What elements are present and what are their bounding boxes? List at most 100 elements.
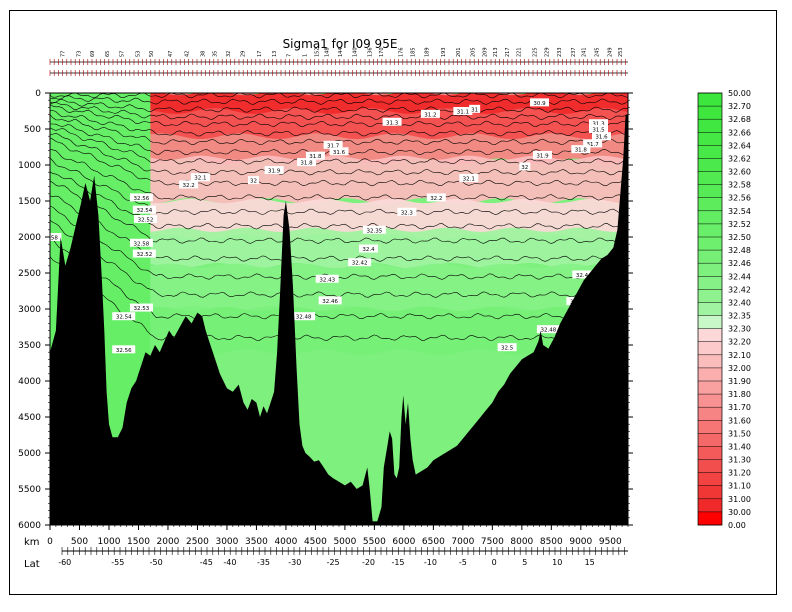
contour-label: 31.8	[297, 158, 317, 167]
colorbar-label: 32.46	[728, 259, 751, 268]
x-tick-label: 7000	[451, 537, 474, 547]
colorbar-label: 32.00	[728, 364, 751, 373]
x-tick-label: 5000	[333, 537, 356, 547]
colorbar-label: 32.54	[728, 207, 751, 216]
x-tick-label: 5500	[363, 537, 386, 547]
contour-label: 31.1	[453, 107, 473, 116]
contour-label-bg	[358, 244, 378, 253]
lat-tick-label: -60	[58, 558, 71, 567]
contour-label-text: 32.1	[463, 176, 475, 182]
contour-line	[50, 114, 628, 146]
contour-label-text: 32.1	[194, 176, 206, 182]
colorbar-swatch	[698, 328, 722, 343]
station-label: 241	[582, 47, 588, 57]
contour-label-bg	[519, 162, 531, 171]
colorbar-swatch	[698, 315, 722, 329]
colorbar-label: 32.70	[728, 102, 751, 111]
contour-label-text: 31.8	[300, 161, 313, 167]
station-label: 136	[367, 47, 373, 57]
colorbar-swatch	[698, 106, 722, 120]
contour-label-text: 32.56	[116, 348, 132, 354]
lat-tick-label: -45	[200, 558, 213, 567]
lat-tick-label: -15	[391, 558, 404, 567]
contour-label-text: 32.52	[136, 252, 152, 258]
x-tick-label: 6500	[422, 537, 445, 547]
contour-label-text: 32.56	[134, 196, 150, 202]
contour-label: 32.58	[129, 238, 153, 247]
seafloor	[50, 114, 628, 525]
lat-tick-label: -20	[362, 558, 375, 567]
colorbar-label: 32.50	[728, 233, 751, 242]
colorbar-label: 32.20	[728, 338, 751, 347]
x-tick-label: 1500	[127, 537, 150, 547]
station-label: 50	[149, 51, 155, 57]
station-label: 201	[456, 47, 462, 57]
station-label: 7	[287, 54, 293, 57]
contour-label: 32	[519, 162, 531, 171]
contour-label: 31.8	[571, 145, 591, 154]
lat-axis-label: Lat	[24, 559, 40, 570]
contour-label-bg	[589, 125, 609, 133]
colorbar-label: 31.00	[728, 495, 751, 504]
y-tick-label: 0	[35, 89, 41, 99]
station-label: 193	[441, 47, 447, 57]
colorbar-label: 32.58	[728, 181, 751, 190]
contour-label: 32.54	[132, 205, 156, 214]
contour-label-bg	[134, 215, 158, 223]
lat-tick-label: -25	[327, 558, 340, 567]
contour-label: 32.3	[397, 207, 417, 216]
x-tick-label: 3000	[215, 537, 238, 547]
colorbar-label: 31.60	[728, 416, 751, 425]
chart-title: Sigma1 for I09 95E	[283, 37, 398, 51]
colorbar-swatch	[698, 420, 722, 434]
colorbar-swatch	[698, 341, 722, 356]
contour-label-bg	[453, 107, 473, 115]
contour-label-bg	[297, 158, 317, 167]
colorbar-swatch	[698, 446, 722, 460]
contour-label: 32.2	[426, 193, 446, 202]
colorbar-swatch	[698, 381, 722, 395]
colorbar-swatch	[698, 498, 722, 513]
x-tick-label: 3500	[245, 537, 268, 547]
contour-label-text: 31.6	[333, 150, 346, 156]
y-tick-label: 3000	[18, 305, 41, 315]
x-tick-label: 0	[47, 537, 53, 547]
contour-label-bg	[469, 104, 481, 113]
colorbar-swatch	[698, 433, 722, 447]
contour-line	[50, 110, 628, 137]
colorbar-label: 32.60	[728, 168, 751, 177]
y-tick-label: 6000	[18, 521, 41, 531]
colorbar-label: 50.00	[728, 89, 751, 98]
colorbar-swatch	[698, 511, 722, 526]
contour-label-text: 32.42	[352, 261, 368, 267]
colorbar-swatch	[698, 485, 722, 500]
contour-label: 32.1	[459, 173, 479, 182]
station-label: 53	[136, 51, 142, 57]
station-label: 35	[212, 51, 218, 57]
station-label: 237	[571, 47, 577, 57]
colorbar-swatch	[698, 367, 722, 382]
y-tick-label: 1000	[18, 161, 41, 171]
contour-label: 32.48	[536, 325, 560, 334]
station-label: 1	[303, 54, 309, 57]
lat-tick-label: -55	[111, 558, 124, 567]
contour-label-text: 31.9	[536, 153, 549, 159]
contour-label-text: 32.58	[42, 236, 58, 242]
contour-label-text: 32.4	[362, 247, 375, 253]
x-tick-label: 8500	[540, 537, 563, 547]
contour-label-text: 32.54	[136, 208, 152, 214]
plot-area: 32.5832.5632.5432.5232.5832.5232.5332.54…	[42, 93, 628, 525]
contour-label-text: 32.2	[182, 183, 194, 189]
density-layer	[150, 263, 628, 312]
colorbar-label: 31.10	[728, 482, 751, 491]
contour-label-text: 32.35	[367, 228, 383, 234]
colorbar-label: 32.48	[728, 246, 751, 255]
contour-label-bg	[329, 147, 349, 156]
contour-label-text: 31.2	[424, 112, 436, 118]
colorbar-label: 32.66	[728, 128, 751, 137]
contour-label: 32.54	[112, 312, 136, 321]
contour-label: 31.6	[591, 132, 611, 141]
contour-label-text: 31.3	[592, 122, 605, 128]
contour-label-bg	[190, 173, 210, 182]
contour-label-bg	[572, 270, 596, 279]
